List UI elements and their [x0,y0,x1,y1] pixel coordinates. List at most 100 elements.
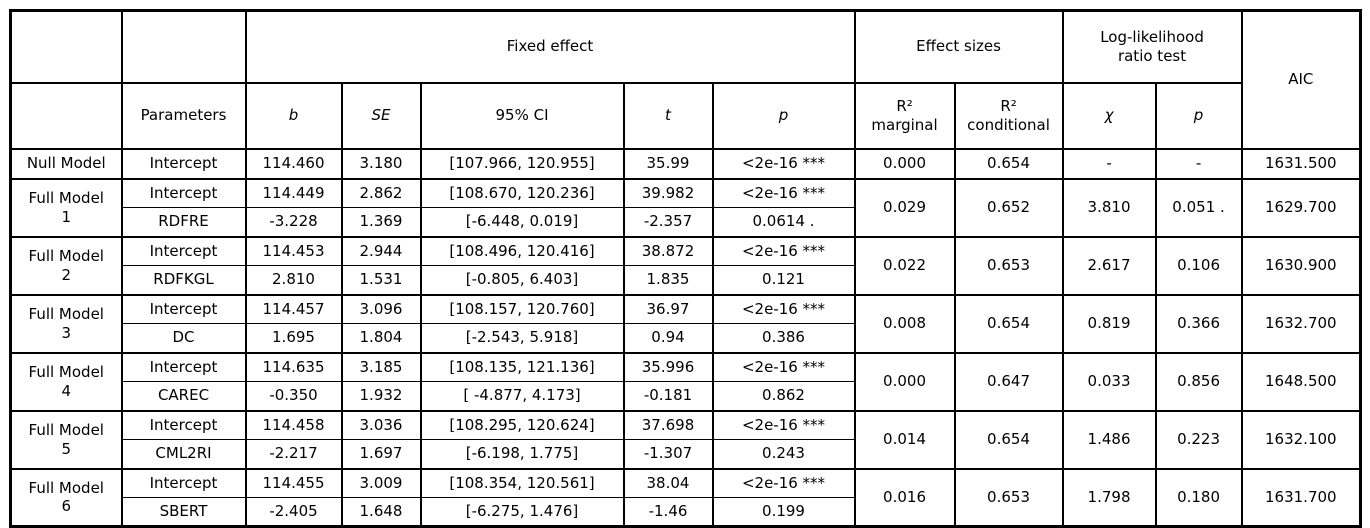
cell-p: <2e-16 *** [711,409,856,440]
cell-se: 3.036 [340,409,422,440]
table-row-model3-predictor: DC 1.695 1.804 [-2.543, 5.918] 0.94 0.38… [11,323,1361,353]
cell-model-name: Full Model 4 [9,351,123,411]
header-column-row: Parameters b SE 95% CI t p R² marginal R… [9,81,1361,150]
cell-p: 0.199 [711,497,856,527]
cell-t: 35.99 [622,148,714,179]
cell-param: RDFKGL [120,265,247,295]
header-ci: 95% CI [419,81,625,150]
cell-ci: [108.354, 120.561] [419,467,625,498]
cell-se: 1.369 [340,207,422,237]
cell-chi: 1.798 [1061,467,1157,527]
table-row-model5-intercept: Full Model 5 Intercept 114.458 3.036 [10… [9,409,1362,469]
header-r2-marginal: R² marginal [853,81,956,150]
cell-se: 2.862 [340,177,422,208]
cell-chi: 0.033 [1061,351,1157,411]
cell-model-name: Full Model 5 [9,409,123,469]
cell-aic: 1630.900 [1240,235,1362,295]
cell-b: 114.453 [244,235,343,266]
cell-p: <2e-16 *** [711,293,856,324]
cell-model-name: Full Model 1 [9,177,123,237]
cell-p: 0.862 [711,381,856,411]
cell-se: 1.648 [340,497,422,527]
cell-t: 38.872 [622,235,714,266]
cell-r2-marginal: 0.014 [853,409,956,469]
cell-ci: [-6.198, 1.775] [419,439,625,469]
table-row-model6-intercept: Full Model 6 Intercept 114.455 3.009 [10… [9,467,1362,527]
corner-blank-cell-2 [120,9,247,84]
cell-aic: 1648.500 [1240,351,1362,411]
cell-t: 37.698 [622,409,714,440]
table-row-model5-predictor: CML2RI -2.217 1.697 [-6.198, 1.775] -1.3… [11,439,1361,469]
cell-chi: - [1061,148,1157,179]
header-group-effect-sizes: Effect sizes [853,9,1064,84]
cell-model-name: Full Model 3 [9,293,123,353]
cell-aic: 1632.700 [1240,293,1362,353]
cell-ci: [107.966, 120.955] [419,148,625,179]
cell-chi: 3.810 [1061,177,1157,237]
table-row-model1-predictor: RDFRE -3.228 1.369 [-6.448, 0.019] -2.35… [11,207,1361,237]
results-table: Fixed effect Effect sizes Log-likelihood… [9,9,1363,528]
cell-param: CML2RI [120,439,247,469]
cell-model-name: Full Model 2 [9,235,123,295]
header-t: t [622,81,714,150]
cell-t: 35.996 [622,351,714,382]
cell-se: 2.944 [340,235,422,266]
header-p-lrt: p [1154,81,1243,150]
cell-ci: [108.295, 120.624] [419,409,625,440]
cell-p: <2e-16 *** [711,235,856,266]
cell-r2-marginal: 0.022 [853,235,956,295]
cell-b: -3.228 [244,207,343,237]
table-row-null-model: Null Model Intercept 114.460 3.180 [107.… [9,148,1362,179]
cell-p-lrt: 0.366 [1154,293,1243,353]
cell-p-lrt: 0.223 [1154,409,1243,469]
header-p: p [711,81,856,150]
header-group-row: Fixed effect Effect sizes Log-likelihood… [9,9,1362,150]
cell-r2-conditional: 0.654 [953,148,1064,179]
cell-se: 1.804 [340,323,422,353]
cell-chi: 1.486 [1061,409,1157,469]
cell-param: Intercept [120,293,247,324]
table-row-model4-predictor: CAREC -0.350 1.932 [ -4.877, 4.173] -0.1… [11,381,1361,411]
cell-t: -0.181 [622,381,714,411]
cell-se: 3.096 [340,293,422,324]
cell-t: 39.982 [622,177,714,208]
cell-p-lrt: 0.180 [1154,467,1243,527]
table-row-model2-predictor: RDFKGL 2.810 1.531 [-0.805, 6.403] 1.835… [11,265,1361,295]
cell-b: 114.460 [244,148,343,179]
header-r2-conditional: R² conditional [953,81,1064,150]
table-row-model3-intercept: Full Model 3 Intercept 114.457 3.096 [10… [9,293,1362,353]
cell-model-name: Null Model [9,148,123,179]
cell-b: 114.449 [244,177,343,208]
cell-b: -2.217 [244,439,343,469]
cell-chi: 0.819 [1061,293,1157,353]
cell-param: DC [120,323,247,353]
cell-p: 0.386 [711,323,856,353]
cell-p: 0.0614 . [711,207,856,237]
cell-ci: [-6.275, 1.476] [419,497,625,527]
cell-chi: 2.617 [1061,235,1157,295]
cell-se: 3.009 [340,467,422,498]
cell-param: Intercept [120,235,247,266]
cell-r2-marginal: 0.000 [853,148,956,179]
cell-param: Intercept [120,467,247,498]
cell-b: 114.458 [244,409,343,440]
cell-ci: [-2.543, 5.918] [419,323,625,353]
cell-param: RDFRE [120,207,247,237]
cell-aic: 1631.700 [1240,467,1362,527]
cell-t: 36.97 [622,293,714,324]
cell-p: <2e-16 *** [711,351,856,382]
cell-se: 1.697 [340,439,422,469]
cell-r2-marginal: 0.029 [853,177,956,237]
cell-p: 0.121 [711,265,856,295]
cell-ci: [108.496, 120.416] [419,235,625,266]
cell-p: 0.243 [711,439,856,469]
cell-b: 114.635 [244,351,343,382]
cell-ci: [108.157, 120.760] [419,293,625,324]
cell-aic: 1631.500 [1240,148,1362,179]
header-chi: χ [1061,81,1157,150]
header-parameters: Parameters [120,81,247,150]
cell-t: 38.04 [622,467,714,498]
cell-param: Intercept [120,351,247,382]
cell-ci: [108.670, 120.236] [419,177,625,208]
cell-se: 3.185 [340,351,422,382]
